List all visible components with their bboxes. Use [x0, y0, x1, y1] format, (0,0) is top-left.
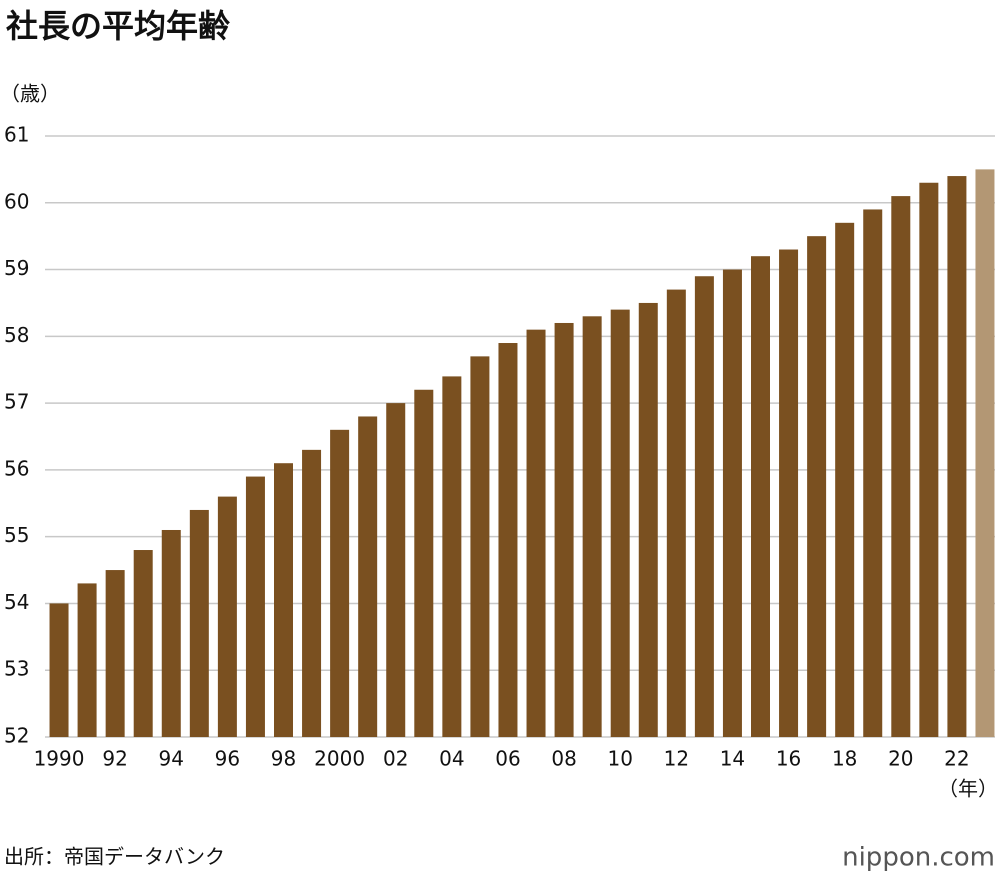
x-tick-label: 08 — [551, 747, 576, 771]
bar — [217, 496, 237, 737]
x-tick-label: 10 — [607, 747, 632, 771]
bar — [414, 389, 434, 737]
y-tick-label: 56 — [4, 456, 29, 480]
bar — [274, 463, 293, 737]
bar — [105, 570, 125, 737]
x-tick-label: 18 — [832, 747, 857, 771]
bar — [498, 343, 518, 737]
x-tick-label: 12 — [664, 747, 689, 771]
x-tick-label: 1990 — [34, 747, 85, 771]
bar — [610, 309, 630, 737]
bar — [330, 429, 350, 737]
y-tick-label: 54 — [4, 590, 29, 614]
y-tick-label: 61 — [4, 123, 29, 147]
bar — [582, 316, 602, 737]
bar — [975, 169, 995, 737]
x-tick-label: 22 — [944, 747, 969, 771]
bar — [442, 376, 462, 737]
bar — [554, 322, 574, 737]
x-axis-unit: （年） — [938, 777, 998, 801]
x-tick-label: 14 — [720, 747, 745, 771]
y-tick-label: 52 — [4, 724, 29, 748]
bar — [245, 476, 265, 737]
y-tick-label: 60 — [4, 189, 29, 213]
x-tick-label: 06 — [495, 747, 520, 771]
bar — [49, 603, 69, 737]
source: 出所：帝国データバンク — [4, 845, 225, 869]
y-tick-label: 58 — [4, 323, 29, 347]
bar — [470, 356, 490, 737]
bar — [807, 236, 827, 737]
y-tick-label: 55 — [4, 523, 29, 547]
x-tick-label: 94 — [159, 747, 184, 771]
bar — [133, 550, 153, 737]
bar — [77, 583, 97, 737]
y-tick-label: 57 — [4, 390, 29, 414]
bar — [666, 289, 686, 737]
y-tick-label: 53 — [4, 657, 29, 681]
bar — [891, 196, 911, 738]
x-tick-label: 16 — [776, 747, 801, 771]
bar — [526, 329, 546, 737]
x-tick-label: 98 — [271, 747, 296, 771]
bar — [161, 529, 181, 737]
bar — [358, 416, 378, 737]
x-tick-label: 96 — [215, 747, 240, 771]
y-tick-label: 59 — [4, 256, 29, 280]
bar — [779, 249, 799, 737]
bar — [386, 403, 406, 737]
x-tick-label: 04 — [439, 747, 464, 771]
bar — [722, 269, 742, 737]
x-tick-label: 2000 — [314, 747, 365, 771]
brand: nippon.com — [842, 843, 995, 873]
bar — [947, 176, 967, 738]
bar — [835, 222, 855, 738]
x-tick-label: 20 — [888, 747, 913, 771]
chart-title: 社長の平均年齢 — [6, 7, 230, 45]
x-tick-label: 02 — [383, 747, 408, 771]
bar — [302, 449, 322, 737]
x-tick-label: 92 — [102, 747, 127, 771]
bar — [919, 182, 939, 737]
bar — [751, 256, 770, 737]
bar — [189, 509, 209, 737]
y-axis-unit: （歳） — [0, 82, 60, 106]
bar — [638, 302, 658, 737]
bar — [694, 276, 714, 737]
bar — [863, 209, 883, 737]
